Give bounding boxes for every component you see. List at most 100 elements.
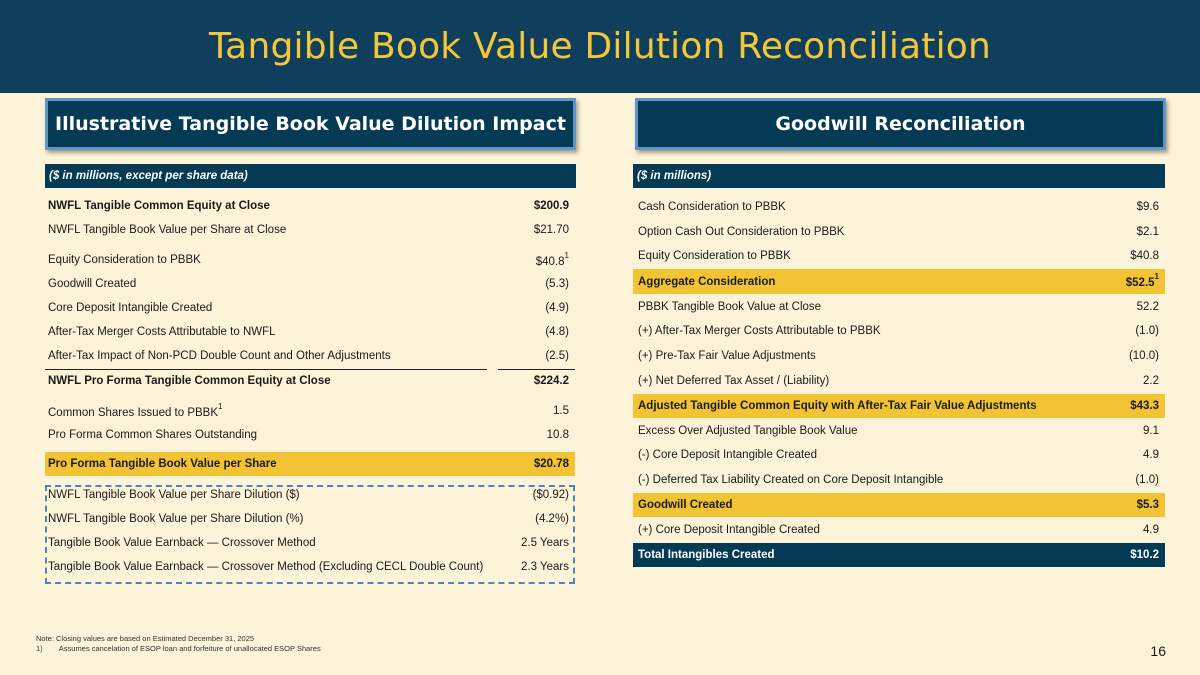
right-row-highlight: Goodwill Created $5.3 [633,493,1165,517]
right-row: (+) After-Tax Merger Costs Attributable … [633,320,1165,342]
row-value: (1.0) [1135,474,1159,486]
row-label: NWFL Tangible Common Equity at Close [48,200,270,212]
row-label: After-Tax Merger Costs Attributable to N… [48,326,276,338]
row-value: (1.0) [1135,325,1159,337]
row-label: Pro Forma Common Shares Outstanding [48,429,258,441]
row-label: Equity Consideration to PBBK [48,254,201,266]
row-label: Pro Forma Tangible Book Value per Share [48,458,277,470]
right-row-total: Total Intangibles Created $10.2 [633,543,1165,567]
row-value: $40.81 [535,250,569,268]
right-row-highlight: Adjusted Tangible Common Equity with Aft… [633,394,1165,418]
row-value: $10.2 [1130,549,1159,561]
row-label: NWFL Tangible Book Value per Share Dilut… [48,513,304,525]
row-label: (+) After-Tax Merger Costs Attributable … [638,325,881,337]
row-value: 52.2 [1136,301,1159,313]
right-subheading: ($ in millions) [633,164,1165,188]
row-value: 2.5 Years [521,537,569,549]
right-row: PBBK Tangible Book Value at Close 52.2 [633,296,1165,318]
row-label: (-) Core Deposit Intangible Created [638,449,817,461]
row-value: $20.78 [533,458,569,470]
row-label: Cash Consideration to PBBK [638,201,786,213]
row-value: 4.9 [1143,524,1159,536]
row-value: $5.3 [1136,499,1159,511]
row-value: $224.2 [533,375,569,387]
row-value: (10.0) [1128,350,1159,362]
row-label: Goodwill Created [48,278,137,290]
left-row: Core Deposit Intangible Created (4.9) [45,297,575,319]
footnote-marker: 1 [218,401,223,411]
left-row-highlight: Pro Forma Tangible Book Value per Share … [45,452,575,476]
left-row: NWFL Tangible Common Equity at Close $20… [45,195,575,217]
left-row: NWFL Tangible Book Value per Share Dilut… [45,508,575,530]
right-row: Option Cash Out Consideration to PBBK $2… [633,221,1165,243]
row-value: (4.2%) [535,513,569,525]
footnote-closing: Note: Closing values are based on Estima… [36,634,255,643]
row-value: 1.5 [553,405,569,417]
row-label: Tangible Book Value Earnback — Crossover… [48,561,484,573]
right-row: (-) Core Deposit Intangible Created 4.9 [633,444,1165,466]
row-label: (+) Pre-Tax Fair Value Adjustments [638,350,816,362]
row-value: $43.3 [1130,400,1159,412]
left-subheading: ($ in millions, except per share data) [45,164,576,188]
title-bar: Tangible Book Value Dilution Reconciliat… [0,0,1200,93]
left-row: Goodwill Created (5.3) [45,273,575,295]
row-label: (+) Net Deferred Tax Asset / (Liability) [638,375,830,387]
page-title: Tangible Book Value Dilution Reconciliat… [208,26,992,67]
footnote-number: 1) [36,644,43,653]
row-value: $52.51 [1125,272,1159,289]
row-label: Common Shares Issued to PBBK1 [48,401,223,419]
row-value: (2.5) [545,350,569,362]
row-label: Option Cash Out Consideration to PBBK [638,226,845,238]
dilution-box [45,485,575,584]
row-value: (4.8) [545,326,569,338]
row-value: 4.9 [1143,449,1159,461]
left-row: Tangible Book Value Earnback — Crossover… [45,532,575,554]
row-label: Excess Over Adjusted Tangible Book Value [638,425,858,437]
right-row: (+) Core Deposit Intangible Created 4.9 [633,519,1165,541]
row-label: Equity Consideration to PBBK [638,250,791,262]
row-label: Total Intangibles Created [638,549,775,561]
right-row: Excess Over Adjusted Tangible Book Value… [633,420,1165,442]
row-label: (-) Deferred Tax Liability Created on Co… [638,474,944,486]
footnote-marker: 1 [1154,272,1159,282]
right-row: (+) Net Deferred Tax Asset / (Liability)… [633,370,1165,392]
right-row: (-) Deferred Tax Liability Created on Co… [633,469,1165,491]
row-value: (4.9) [545,302,569,314]
footnote-marker: 1 [564,250,569,260]
page-number: 16 [1150,643,1166,659]
right-row: (+) Pre-Tax Fair Value Adjustments (10.0… [633,345,1165,367]
row-label: PBBK Tangible Book Value at Close [638,301,822,313]
row-label: NWFL Tangible Book Value per Share at Cl… [48,224,287,236]
subtotal-rule [498,369,575,370]
left-row: NWFL Pro Forma Tangible Common Equity at… [45,370,575,392]
row-value: $2.1 [1136,226,1159,238]
left-row: Pro Forma Common Shares Outstanding 10.8 [45,424,575,446]
row-value: $200.9 [533,200,569,212]
left-row: NWFL Tangible Book Value per Share at Cl… [45,219,575,241]
row-label: After-Tax Impact of Non-PCD Double Count… [48,350,391,362]
row-value: 9.1 [1143,425,1159,437]
left-row: After-Tax Impact of Non-PCD Double Count… [45,345,575,367]
row-label: (+) Core Deposit Intangible Created [638,524,820,536]
row-label: NWFL Pro Forma Tangible Common Equity at… [48,375,331,387]
left-row: Common Shares Issued to PBBK1 1.5 [45,400,575,422]
row-value: $21.70 [533,224,569,236]
row-label: Adjusted Tangible Common Equity with Aft… [638,400,1037,412]
row-label: Aggregate Consideration [638,275,776,288]
left-row: NWFL Tangible Book Value per Share Dilut… [45,484,575,506]
row-value: $40.8 [1130,250,1159,262]
right-row: Equity Consideration to PBBK $40.8 [633,245,1165,267]
footnote-1: 1) Assumes cancelation of ESOP loan and … [36,644,321,653]
row-label: Goodwill Created [638,499,733,511]
right-row: Cash Consideration to PBBK $9.6 [633,196,1165,218]
row-value: 10.8 [546,429,569,441]
left-row: Equity Consideration to PBBK $40.81 [45,249,575,271]
left-row: Tangible Book Value Earnback — Crossover… [45,556,575,578]
right-panel-heading: Goodwill Reconciliation [635,98,1166,150]
row-label: Core Deposit Intangible Created [48,302,213,314]
right-row-highlight: Aggregate Consideration $52.51 [633,269,1165,294]
footnote-text: Assumes cancelation of ESOP loan and for… [58,644,321,653]
subtotal-rule [45,369,487,370]
row-value: (5.3) [545,278,569,290]
row-label: Tangible Book Value Earnback — Crossover… [48,537,316,549]
